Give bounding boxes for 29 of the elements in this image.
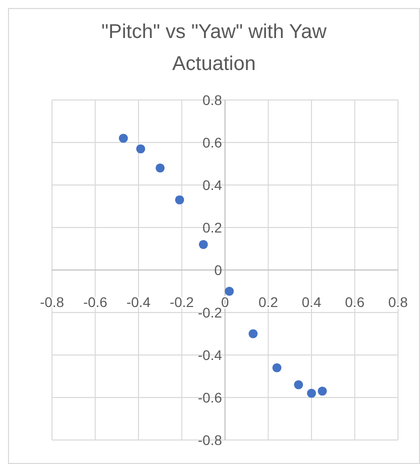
point — [224, 286, 234, 296]
point — [294, 380, 304, 390]
chart-title: "Pitch" vs "Yaw" with Yaw Actuation — [101, 21, 328, 75]
x-tick-label: -0.8 — [40, 294, 64, 310]
y-tick-label: -0.4 — [198, 347, 222, 363]
y-tick-label: -0.8 — [198, 432, 222, 448]
point — [272, 363, 282, 372]
y-tick-label: -0.6 — [198, 390, 222, 406]
x-tick-label: -0.4 — [126, 294, 151, 310]
point — [198, 240, 208, 250]
y-tick-label: 0 — [214, 262, 222, 278]
point — [248, 329, 258, 338]
y-tick-label: 0.2 — [202, 220, 222, 236]
x-tick-label: 0.4 — [302, 294, 322, 310]
x-tick-label: 0.8 — [388, 294, 408, 310]
point — [175, 195, 184, 204]
point — [318, 386, 327, 396]
x-tick-label: -0.2 — [170, 294, 194, 310]
x-tick-label: 0.2 — [258, 294, 278, 310]
y-tick-label: -0.2 — [198, 304, 222, 320]
point — [306, 388, 316, 398]
x-tick-label: 0.6 — [345, 294, 365, 310]
point — [118, 134, 128, 143]
y-tick-label: 0.6 — [202, 134, 222, 150]
point — [136, 144, 146, 154]
y-tick-label: 0.8 — [202, 92, 222, 108]
point — [156, 163, 165, 173]
x-tick-label: -0.6 — [83, 294, 108, 310]
y-tick-label: 0.4 — [202, 177, 222, 193]
